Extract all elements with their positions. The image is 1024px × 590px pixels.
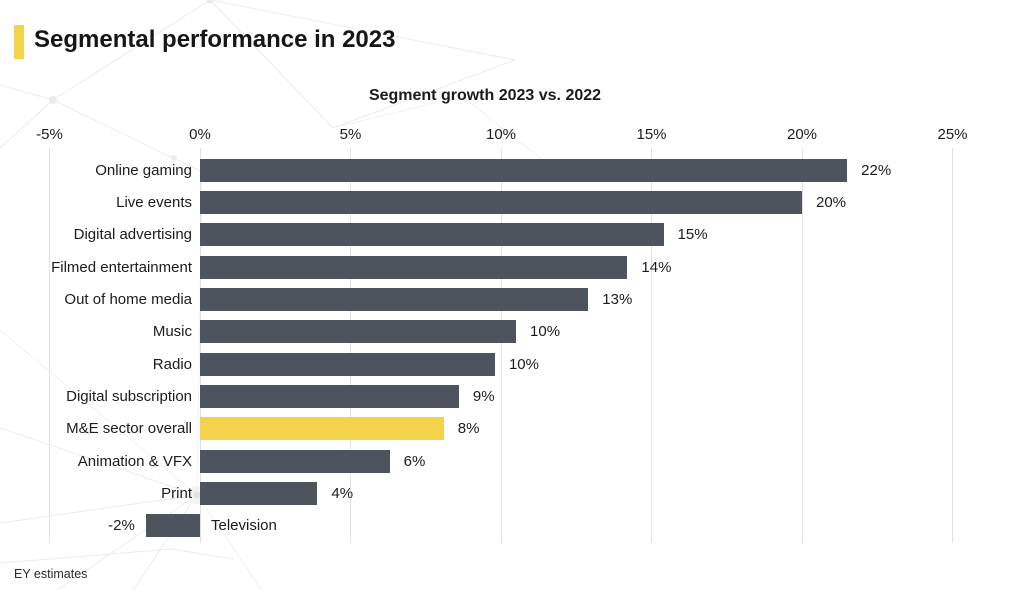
x-gridline	[350, 148, 351, 543]
x-axis-tick-label: 5%	[339, 126, 362, 143]
x-axis-tick-label: 15%	[636, 126, 667, 143]
x-axis-tick-label: 25%	[937, 126, 968, 143]
x-gridline	[801, 148, 803, 543]
bar-highlighted	[200, 417, 444, 441]
x-gridline	[952, 148, 953, 543]
x-axis-tick-label: 10%	[485, 126, 517, 143]
chart-title: Segment growth 2023 vs. 2022	[368, 87, 602, 104]
value-label: -2%	[108, 517, 135, 535]
bar	[200, 449, 390, 473]
category-label: Live events	[116, 193, 192, 211]
x-gridline	[651, 148, 652, 543]
title-accent-bar	[14, 25, 24, 59]
x-gridline	[199, 148, 201, 543]
category-label: Digital advertising	[73, 226, 192, 244]
bar	[200, 287, 589, 311]
value-label: 10%	[530, 323, 561, 341]
value-label: 14%	[641, 258, 672, 276]
x-axis-tick-label: 0%	[189, 126, 211, 143]
category-label: Music	[152, 323, 192, 341]
source-footnote: EY estimates	[14, 567, 88, 581]
page-title: Segmental performance in 2023	[34, 26, 396, 53]
value-label: 6%	[403, 452, 426, 470]
bar	[200, 320, 517, 344]
bar	[200, 481, 318, 505]
category-label: Digital subscription	[66, 387, 192, 405]
bar	[200, 352, 495, 376]
bar	[200, 384, 459, 408]
bar	[200, 158, 848, 182]
bar	[200, 190, 802, 214]
value-label: 9%	[472, 387, 495, 405]
category-label: Out of home media	[64, 290, 192, 308]
value-label: 4%	[331, 484, 354, 502]
bar	[145, 514, 200, 538]
value-label: 22%	[861, 161, 892, 179]
x-gridline	[49, 148, 50, 543]
value-label: 20%	[816, 193, 847, 211]
x-axis-tick-label: 20%	[786, 126, 818, 143]
bar	[200, 223, 664, 247]
category-label: Animation & VFX	[77, 452, 192, 470]
x-axis-tick-label: -5%	[36, 126, 63, 143]
category-label: Online gaming	[95, 161, 192, 179]
category-label: Print	[161, 484, 192, 502]
category-label: M&E sector overall	[66, 420, 192, 438]
x-gridline	[500, 148, 502, 543]
category-label: Filmed entertainment	[51, 258, 192, 276]
value-label: 8%	[457, 420, 480, 438]
value-label: 13%	[602, 290, 633, 308]
category-label: Television	[211, 517, 277, 535]
category-label: Radio	[152, 355, 192, 373]
value-label: 15%	[677, 226, 708, 244]
value-label: 10%	[508, 355, 539, 373]
bar	[200, 255, 628, 279]
